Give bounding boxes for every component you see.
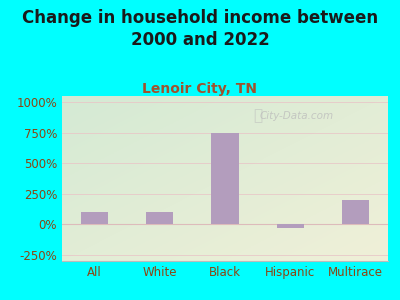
Text: ⦿: ⦿ — [253, 108, 262, 123]
Bar — [81, 212, 108, 224]
Bar — [146, 212, 174, 224]
Text: Change in household income between
2000 and 2022: Change in household income between 2000 … — [22, 9, 378, 49]
Bar — [342, 200, 369, 224]
Text: City-Data.com: City-Data.com — [260, 111, 334, 121]
Bar — [276, 224, 304, 228]
Text: Lenoir City, TN: Lenoir City, TN — [142, 82, 258, 97]
Bar — [211, 133, 239, 224]
